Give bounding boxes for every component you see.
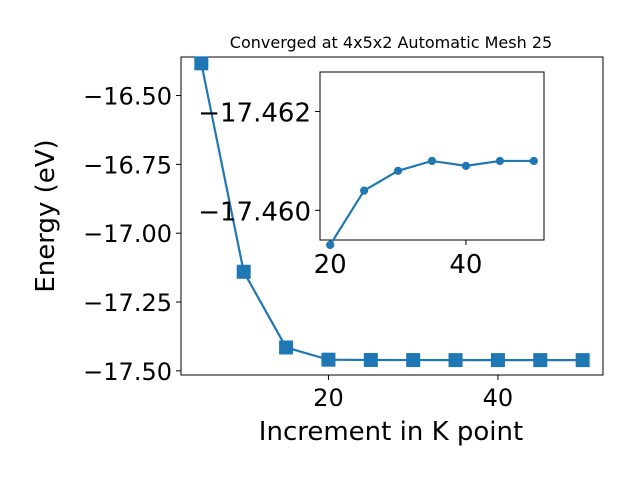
inset-data-point: [326, 240, 335, 250]
main-plot-area: 20 40 −16.50 −16.75 −17.00 −17.25 −17.50: [83, 56, 604, 412]
data-point-square: [321, 352, 336, 367]
x-axis-label: Increment in K point: [259, 417, 523, 447]
y-tick-label: −17.00: [83, 220, 172, 248]
y-tick-label: −16.50: [83, 83, 172, 111]
inset-plot-area: 20 40 −17.462 −17.460: [198, 71, 545, 280]
y-tick-label: −17.25: [83, 289, 172, 317]
y-tick-label: −17.50: [83, 358, 172, 386]
data-point-square: [194, 56, 209, 71]
data-point-square: [533, 353, 548, 368]
data-point-square: [363, 352, 378, 367]
inset-x-tick-label: 40: [449, 250, 482, 280]
data-point-square: [575, 353, 590, 368]
inset-data-point: [461, 161, 471, 170]
data-point-square: [490, 353, 505, 368]
y-axis-label: Energy (eV): [31, 139, 61, 292]
data-point-square: [279, 340, 294, 355]
data-point-square: [448, 353, 463, 368]
inset-data-point: [427, 156, 437, 166]
data-point-square: [236, 264, 251, 279]
x-tick-label: 20: [313, 384, 344, 412]
chart-title: Converged at 4x5x2 Automatic Mesh 25: [230, 33, 552, 52]
series-line: [200, 63, 583, 362]
inset-data-point: [393, 166, 403, 175]
inset-axes-frame: [319, 71, 545, 241]
inset-data-point: [360, 186, 369, 195]
y-tick-label: −16.75: [83, 151, 172, 179]
inset-x-tick-label: 20: [314, 250, 347, 280]
inset-y-tick-label: −17.460: [198, 197, 311, 227]
x-tick-label: 40: [483, 384, 514, 412]
inset-data-point: [495, 156, 504, 166]
data-point-square: [406, 353, 421, 368]
inset-y-tick-label: −17.462: [198, 99, 311, 129]
inset-data-point: [529, 156, 538, 166]
main-axes-frame: [180, 56, 604, 376]
